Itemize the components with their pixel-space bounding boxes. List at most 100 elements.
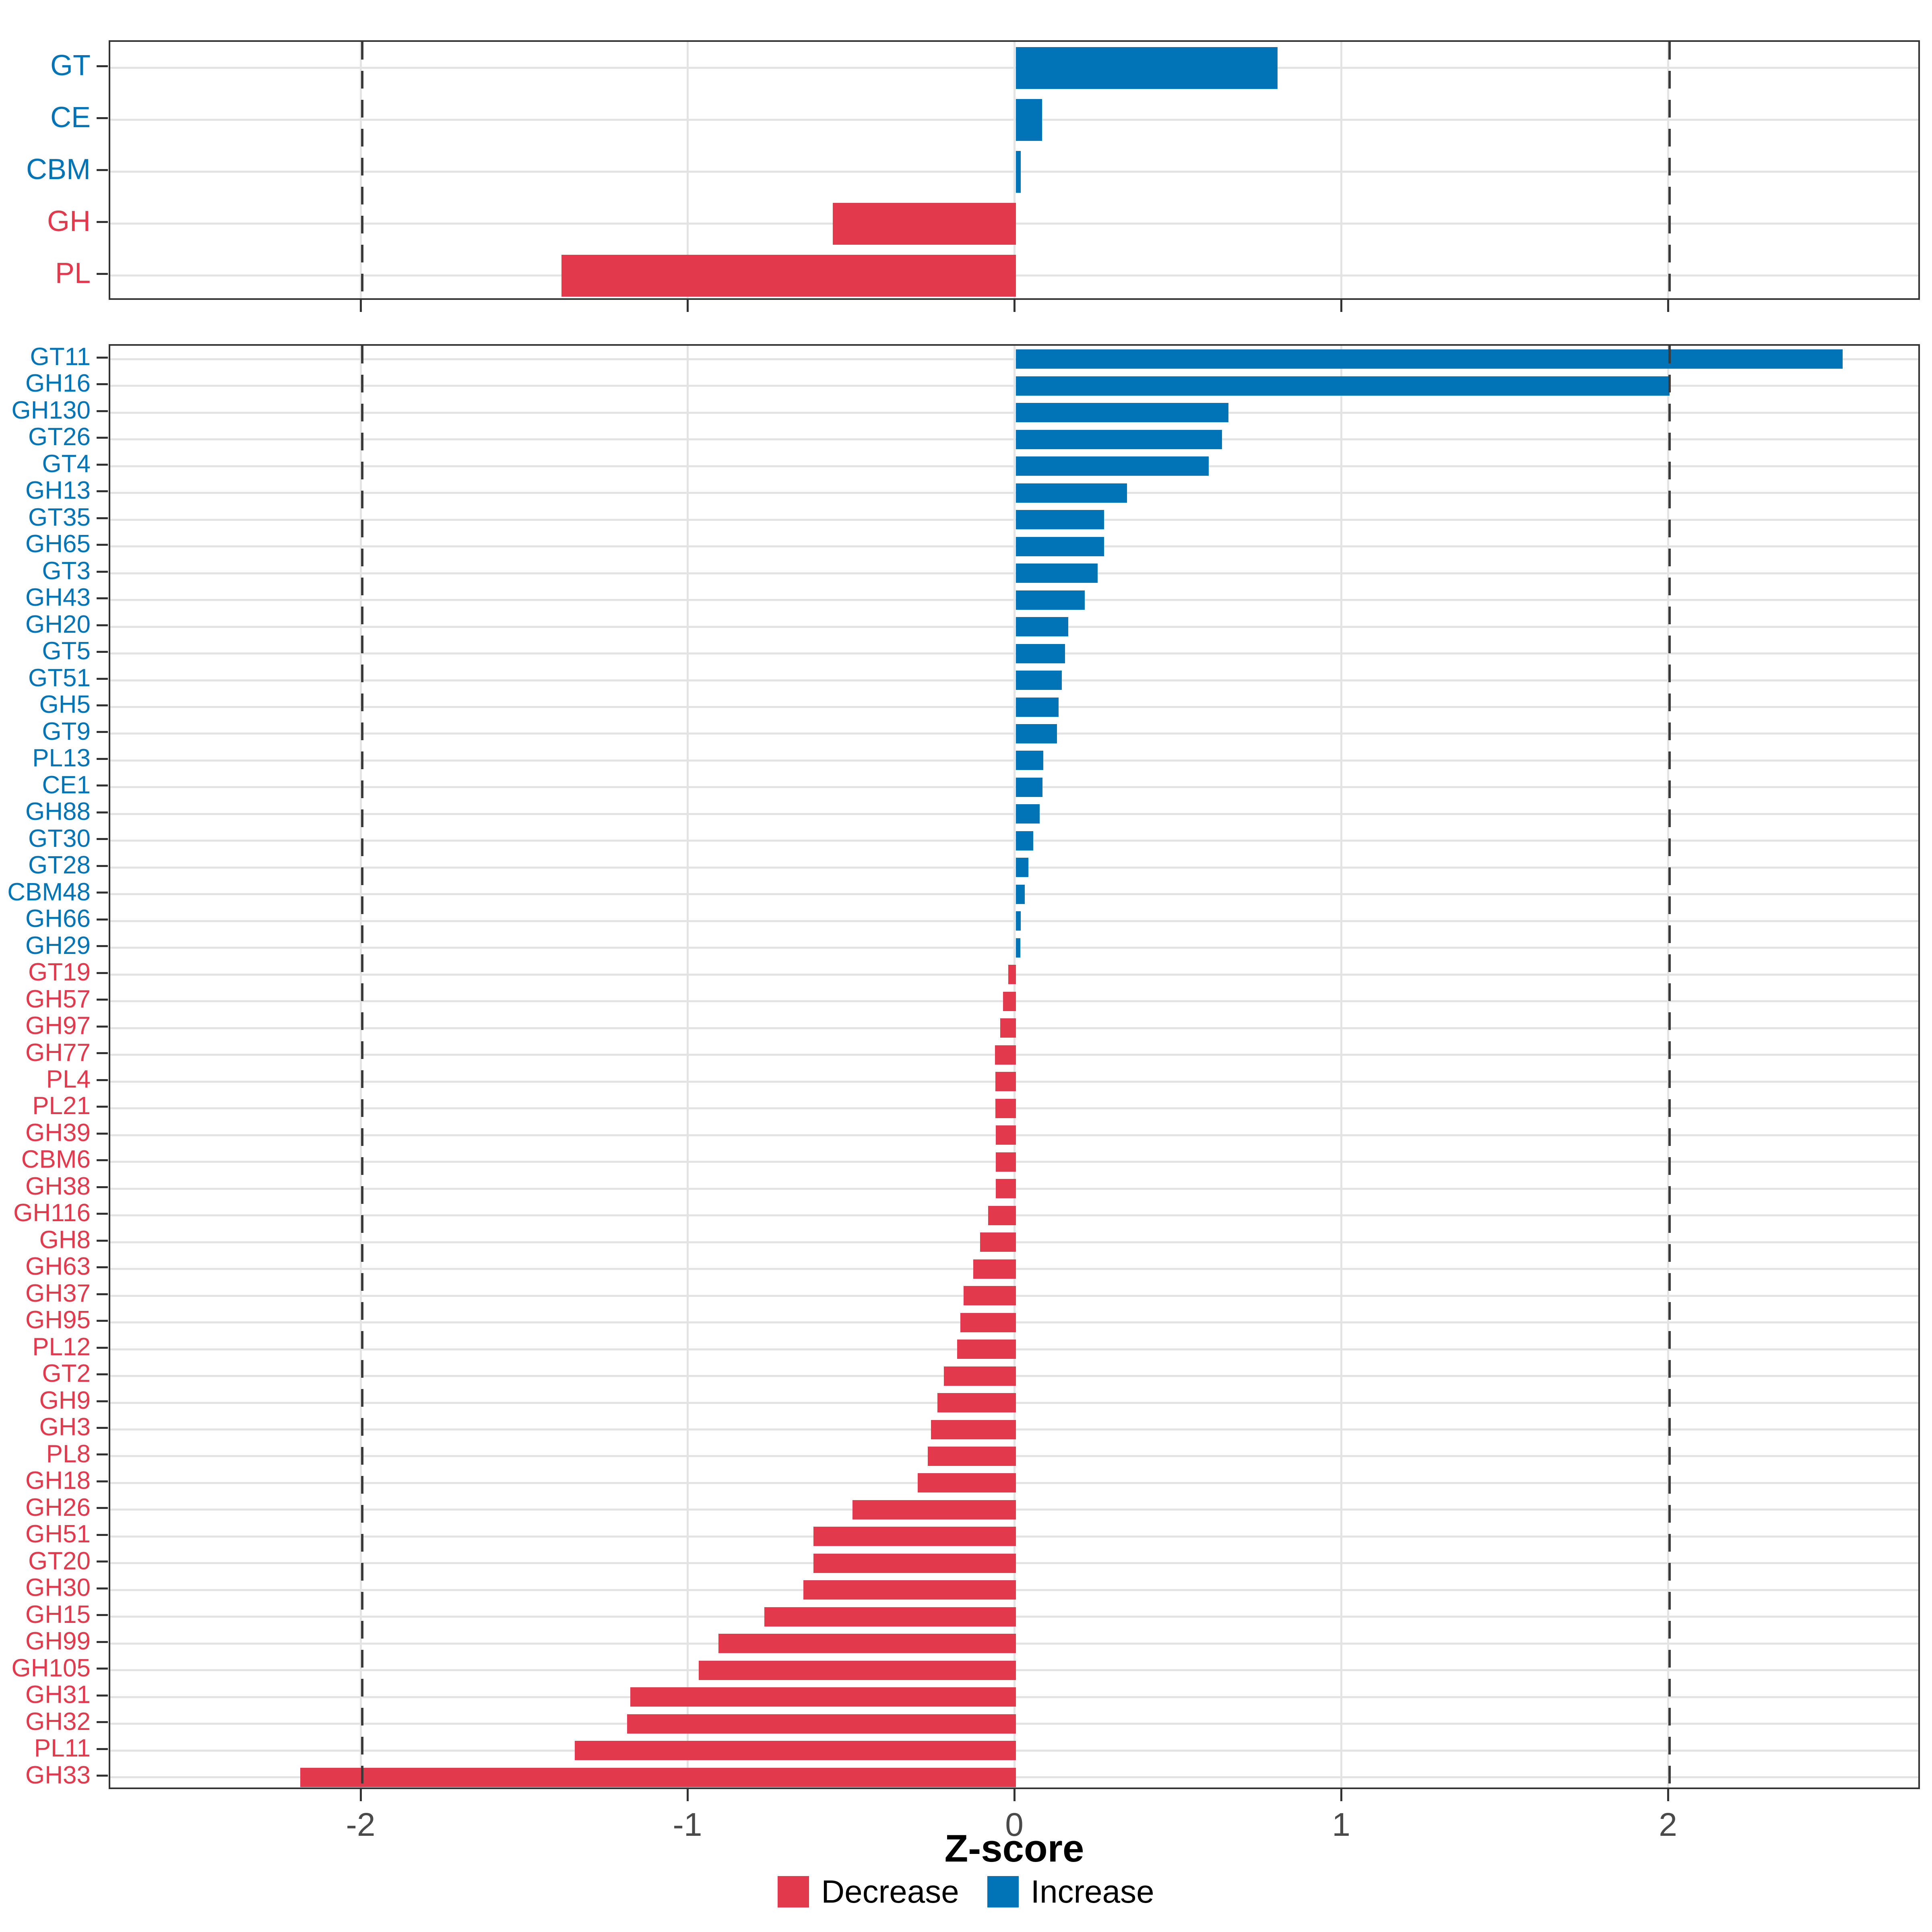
bar-GH bbox=[833, 202, 1016, 245]
y-axis-tick bbox=[97, 1668, 108, 1670]
y-label-GH99: GH99 bbox=[25, 1627, 91, 1655]
gridline-x bbox=[1340, 42, 1342, 298]
y-label-GH20: GH20 bbox=[25, 610, 91, 638]
bar-GH20 bbox=[1016, 617, 1068, 637]
y-axis-tick bbox=[97, 544, 108, 546]
gridline-y bbox=[110, 119, 1918, 121]
y-label-GT20: GT20 bbox=[28, 1547, 91, 1575]
gridline-y bbox=[110, 518, 1918, 521]
gridline-y bbox=[110, 599, 1918, 601]
gridline-x bbox=[1340, 346, 1342, 1788]
y-axis-tick bbox=[97, 1400, 108, 1402]
bar-GT30 bbox=[1016, 831, 1034, 850]
bar-GH43 bbox=[1016, 590, 1085, 610]
y-label-GT3: GT3 bbox=[42, 557, 91, 585]
y-axis-tick bbox=[97, 1560, 108, 1563]
y-label-GH29: GH29 bbox=[25, 931, 91, 960]
gridline-x bbox=[1667, 346, 1669, 1788]
y-label-GH15: GH15 bbox=[25, 1600, 91, 1629]
y-label-GH51: GH51 bbox=[25, 1520, 91, 1548]
gridline-x bbox=[1013, 346, 1016, 1788]
y-label-PL11: PL11 bbox=[34, 1734, 91, 1763]
bar-GH31 bbox=[630, 1687, 1016, 1707]
y-axis-tick bbox=[97, 1480, 108, 1482]
bar-GT28 bbox=[1016, 858, 1028, 877]
y-label-GH5: GH5 bbox=[39, 691, 91, 719]
y-label-CE: CE bbox=[50, 101, 91, 134]
bar-GH97 bbox=[1000, 1018, 1016, 1038]
gridline-y bbox=[110, 706, 1918, 708]
dashed-reference-line bbox=[361, 42, 363, 298]
bar-GH13 bbox=[1016, 483, 1127, 503]
x-tick-label: 2 bbox=[1659, 1806, 1677, 1843]
bar-GT51 bbox=[1016, 671, 1062, 690]
y-axis-tick bbox=[97, 1266, 108, 1269]
bar-GH16 bbox=[1016, 376, 1670, 396]
y-axis-tick bbox=[97, 1373, 108, 1376]
bar-GH105 bbox=[699, 1660, 1016, 1680]
y-axis-tick bbox=[97, 1453, 108, 1456]
gridline-x bbox=[687, 42, 689, 298]
y-axis-tick bbox=[97, 784, 108, 787]
y-axis-tick bbox=[97, 490, 108, 493]
y-axis-tick bbox=[97, 517, 108, 519]
bar-GH3 bbox=[931, 1420, 1016, 1439]
y-label-GH9: GH9 bbox=[39, 1386, 91, 1414]
y-axis-tick bbox=[97, 1293, 108, 1295]
y-axis-tick bbox=[97, 1614, 108, 1616]
bar-GH32 bbox=[627, 1714, 1016, 1734]
y-axis-tick bbox=[97, 945, 108, 947]
y-label-GH8: GH8 bbox=[39, 1226, 91, 1254]
bar-CBM6 bbox=[995, 1152, 1016, 1172]
y-axis-tick bbox=[97, 1641, 108, 1643]
bar-GH29 bbox=[1016, 938, 1020, 958]
y-axis-tick bbox=[97, 1079, 108, 1081]
y-label-PL12: PL12 bbox=[32, 1333, 91, 1361]
y-axis-tick bbox=[97, 731, 108, 733]
y-label-CBM: CBM bbox=[26, 153, 91, 186]
y-axis-tick bbox=[97, 117, 108, 119]
x-axis-tick bbox=[1667, 1789, 1669, 1801]
gridline-x bbox=[1013, 42, 1016, 298]
y-axis-tick bbox=[97, 65, 108, 67]
y-axis-tick bbox=[97, 169, 108, 171]
y-label-GH16: GH16 bbox=[25, 369, 91, 398]
dashed-reference-line bbox=[361, 346, 363, 1788]
y-axis-tick bbox=[97, 1213, 108, 1215]
gridline-y bbox=[110, 438, 1918, 441]
y-label-GH31: GH31 bbox=[25, 1681, 91, 1709]
bar-GT19 bbox=[1008, 965, 1016, 985]
gridline-y bbox=[110, 492, 1918, 494]
legend: Decrease Increase bbox=[0, 1876, 1932, 1908]
y-axis-tick bbox=[97, 972, 108, 974]
y-label-GT: GT bbox=[50, 50, 91, 82]
bar-CBM48 bbox=[1016, 884, 1025, 904]
x-tick-label: -1 bbox=[673, 1806, 702, 1843]
y-label-GH38: GH38 bbox=[25, 1172, 91, 1200]
y-axis-tick bbox=[97, 383, 108, 386]
y-label-GH39: GH39 bbox=[25, 1119, 91, 1147]
gridline-y bbox=[110, 171, 1918, 173]
gridline-y bbox=[110, 358, 1918, 360]
bar-GT3 bbox=[1016, 564, 1098, 583]
gridline-y bbox=[110, 411, 1918, 414]
gridline-x bbox=[687, 346, 689, 1788]
bar-GH18 bbox=[918, 1473, 1016, 1493]
bar-GH57 bbox=[1003, 991, 1016, 1011]
y-label-GT19: GT19 bbox=[28, 958, 91, 987]
bar-CE bbox=[1016, 99, 1042, 141]
x-axis-tick bbox=[686, 300, 689, 312]
bar-PL12 bbox=[957, 1340, 1016, 1359]
y-axis-tick bbox=[97, 356, 108, 359]
bar-CE1 bbox=[1016, 777, 1042, 797]
bar-GH99 bbox=[718, 1634, 1016, 1653]
bar-GH88 bbox=[1016, 804, 1040, 824]
gridline-y bbox=[110, 733, 1918, 735]
y-axis-tick bbox=[97, 1775, 108, 1777]
y-label-GH26: GH26 bbox=[25, 1493, 91, 1521]
y-label-GT26: GT26 bbox=[28, 423, 91, 451]
bar-GH30 bbox=[803, 1580, 1016, 1600]
legend-item-increase: Increase bbox=[987, 1876, 1154, 1908]
y-axis-tick bbox=[97, 410, 108, 412]
bar-GH39 bbox=[995, 1125, 1016, 1145]
